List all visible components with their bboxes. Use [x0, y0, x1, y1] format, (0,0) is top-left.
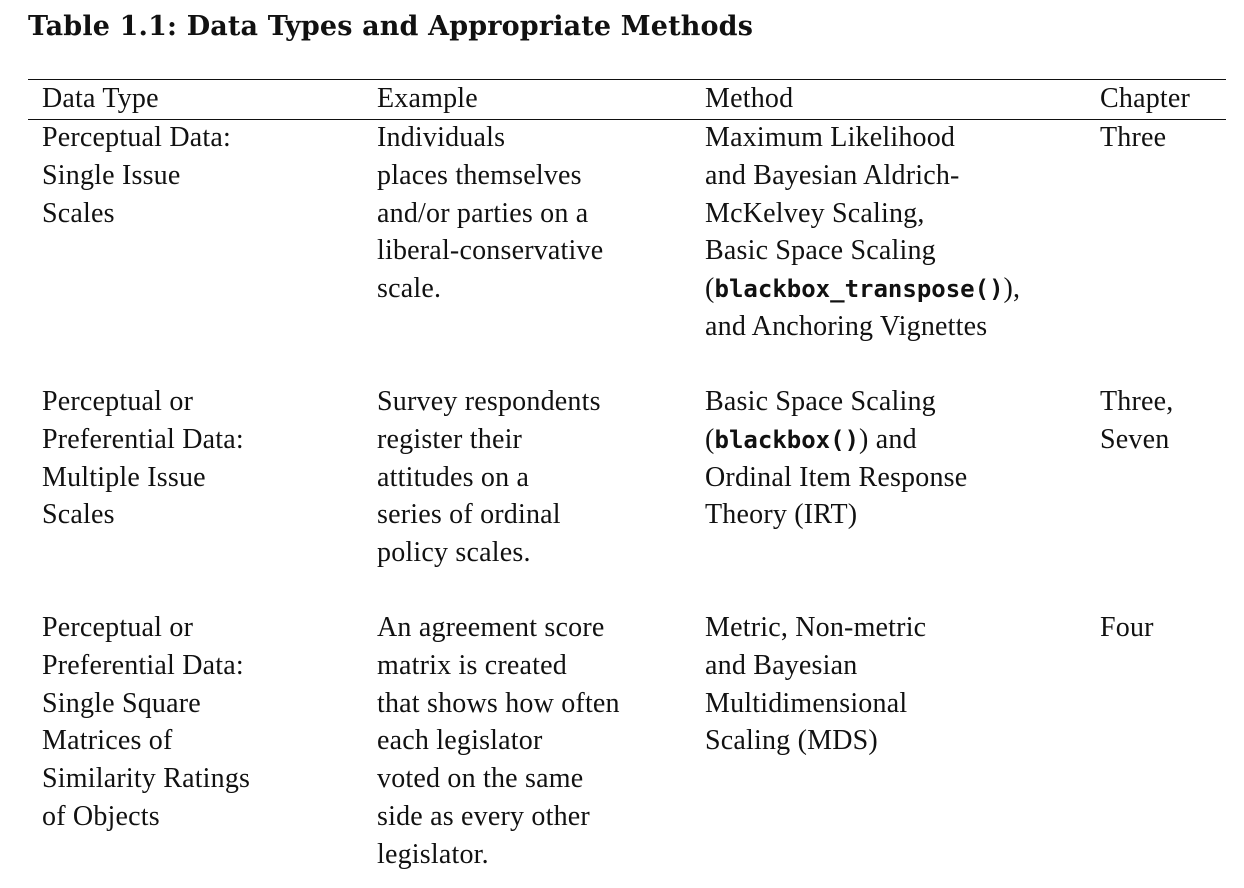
row-2-chapter: Three, Seven [1100, 383, 1173, 459]
paren-open: ( [705, 423, 715, 455]
row-2-data-type: Perceptual or Preferential Data: Multipl… [42, 383, 244, 534]
cell-line: Seven [1100, 423, 1170, 455]
cell-line: (blackbox_transpose()), [705, 270, 1020, 308]
cell-line: side as every other [377, 800, 590, 832]
cell-line: series of ordinal [377, 499, 561, 531]
cell-line: that shows how often [377, 687, 620, 719]
row-3-chapter: Four [1100, 609, 1154, 647]
row-2-example: Survey respondents register their attitu… [377, 383, 601, 572]
cell-line: Maximum Likelihood [705, 122, 956, 153]
cell-line: Three [1100, 122, 1167, 153]
cell-line: legislator. [377, 838, 489, 870]
cell-line: Single Issue [42, 159, 181, 191]
paren-close: ) and [859, 423, 917, 455]
cell-line: McKelvey Scaling, [705, 197, 925, 229]
row-1-chapter: Three [1100, 119, 1166, 157]
cell-line: Basic Space Scaling [705, 386, 936, 417]
table-caption: Table 1.1: Data Types and Appropriate Me… [28, 11, 754, 42]
paren-open: ( [705, 273, 715, 305]
cell-line: and/or parties on a [377, 197, 589, 229]
cell-line: Scales [42, 499, 115, 531]
cell-line: Basic Space Scaling [705, 235, 936, 267]
cell-line: Four [1100, 612, 1154, 643]
cell-line: Similarity Ratings [42, 763, 251, 795]
cell-line: policy scales. [377, 537, 531, 569]
header-rule [28, 119, 1226, 120]
header-data-type: Data Type [42, 83, 159, 114]
code-function-name: blackbox_transpose() [714, 275, 1004, 304]
row-3-data-type: Perceptual or Preferential Data: Single … [42, 609, 250, 836]
cell-line: places themselves [377, 159, 582, 191]
cell-line: and Anchoring Vignettes [705, 310, 988, 342]
cell-line: matrix is created [377, 649, 567, 681]
cell-line: Perceptual or [42, 386, 194, 417]
row-3-example: An agreement score matrix is created tha… [377, 609, 620, 874]
cell-line: (blackbox()) and [705, 421, 967, 459]
cell-line: and Bayesian [705, 649, 858, 681]
cell-line: attitudes on a [377, 461, 530, 493]
cell-line: Theory (IRT) [705, 499, 858, 531]
cell-line: Ordinal Item Response [705, 461, 968, 493]
row-1-method: Maximum Likelihood and Bayesian Aldrich-… [705, 119, 1020, 346]
header-example: Example [377, 83, 478, 114]
cell-line: An agreement score [377, 612, 605, 643]
paren-close: ), [1003, 273, 1021, 305]
cell-line: Three, [1100, 386, 1174, 417]
row-1-data-type: Perceptual Data: Single Issue Scales [42, 119, 231, 232]
cell-line: voted on the same [377, 763, 584, 795]
cell-line: Individuals [377, 122, 506, 153]
cell-line: of Objects [42, 800, 160, 832]
cell-line: register their [377, 423, 523, 455]
cell-line: and Bayesian Aldrich- [705, 159, 960, 191]
cell-line: scale. [377, 273, 442, 305]
cell-line: Survey respondents [377, 386, 601, 417]
cell-line: Single Square [42, 687, 201, 719]
cell-line: Scaling (MDS) [705, 725, 878, 757]
header-chapter: Chapter [1100, 83, 1191, 114]
cell-line: liberal-conservative [377, 235, 604, 267]
cell-line: Preferential Data: [42, 649, 244, 681]
code-function-name: blackbox() [714, 425, 860, 454]
table-top-rule [28, 79, 1226, 80]
cell-line: Matrices of [42, 725, 173, 757]
cell-line: Scales [42, 197, 115, 229]
cell-line: Preferential Data: [42, 423, 244, 455]
cell-line: Multiple Issue [42, 461, 206, 493]
row-2-method: Basic Space Scaling (blackbox()) and Ord… [705, 383, 967, 534]
cell-line: Perceptual Data: [42, 122, 232, 153]
header-method: Method [705, 83, 794, 114]
row-3-method: Metric, Non-metric and Bayesian Multidim… [705, 609, 926, 760]
cell-line: Metric, Non-metric [705, 612, 927, 643]
row-1-example: Individuals places themselves and/or par… [377, 119, 603, 308]
cell-line: Perceptual or [42, 612, 194, 643]
cell-line: Multidimensional [705, 687, 908, 719]
cell-line: each legislator [377, 725, 543, 757]
